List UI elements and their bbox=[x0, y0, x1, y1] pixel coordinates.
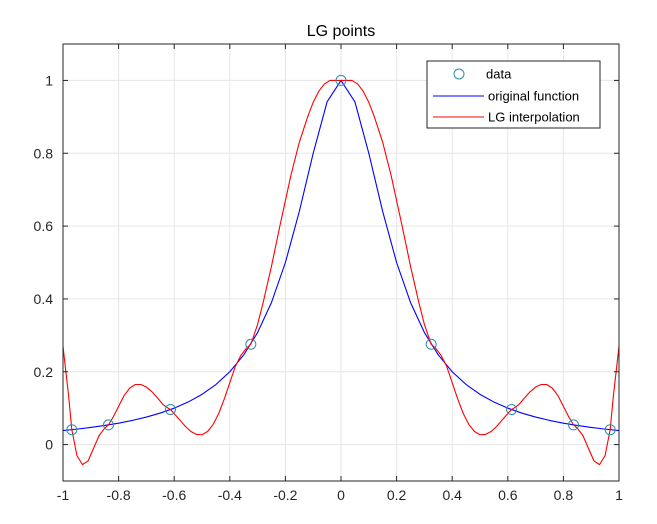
data-point bbox=[102, 419, 114, 431]
x-tick-label: -0.4 bbox=[218, 487, 242, 503]
x-tick-label: 0.6 bbox=[498, 487, 518, 503]
data-point bbox=[604, 424, 616, 436]
data-point bbox=[245, 338, 257, 350]
legend-entry-data[interactable]: data bbox=[453, 67, 512, 82]
data-point bbox=[425, 338, 437, 350]
y-tick-label: 0.4 bbox=[34, 291, 54, 307]
y-tick-label: 1 bbox=[45, 72, 53, 88]
y-tick-label: 0 bbox=[45, 437, 53, 453]
legend-entry-original-function[interactable]: original function bbox=[433, 89, 579, 104]
x-tick-label: 1 bbox=[615, 487, 623, 503]
data-point bbox=[164, 404, 176, 416]
plot-area bbox=[62, 74, 620, 466]
x-tick-label: 0 bbox=[337, 487, 345, 503]
data-point bbox=[506, 404, 518, 416]
x-tick-label: -0.2 bbox=[273, 487, 297, 503]
x-tick-label: -0.6 bbox=[162, 487, 186, 503]
data-point bbox=[568, 419, 580, 431]
x-tick-label: 0.2 bbox=[387, 487, 407, 503]
legend[interactable]: data original function LG interpolation bbox=[426, 60, 601, 129]
x-tick-label: 0.4 bbox=[442, 487, 462, 503]
data-point bbox=[66, 424, 78, 436]
data-point bbox=[335, 74, 347, 86]
y-tick-label: 0.6 bbox=[34, 218, 54, 234]
y-tick-label: 0.8 bbox=[34, 145, 54, 161]
chart-title: LG points bbox=[307, 23, 375, 40]
legend-label-lg-interpolation: LG interpolation bbox=[488, 110, 580, 125]
legend-marker-data bbox=[453, 68, 465, 80]
legend-entry-lg-interpolation[interactable]: LG interpolation bbox=[433, 110, 580, 125]
series-line-lg-interpolation bbox=[62, 79, 620, 466]
legend-label-original-function: original function bbox=[488, 89, 579, 104]
legend-label-data: data bbox=[486, 67, 512, 82]
x-tick-label: 0.8 bbox=[554, 487, 574, 503]
ticks: -1 -0.8 -0.6 -0.4 -0.2 0 0.2 0.4 0.6 0.8 1 0 0.2 0.4 0… bbox=[34, 44, 623, 503]
x-tick-label: -1 bbox=[57, 487, 70, 503]
y-tick-label: 0.2 bbox=[34, 364, 54, 380]
x-tick-label: -0.8 bbox=[107, 487, 131, 503]
